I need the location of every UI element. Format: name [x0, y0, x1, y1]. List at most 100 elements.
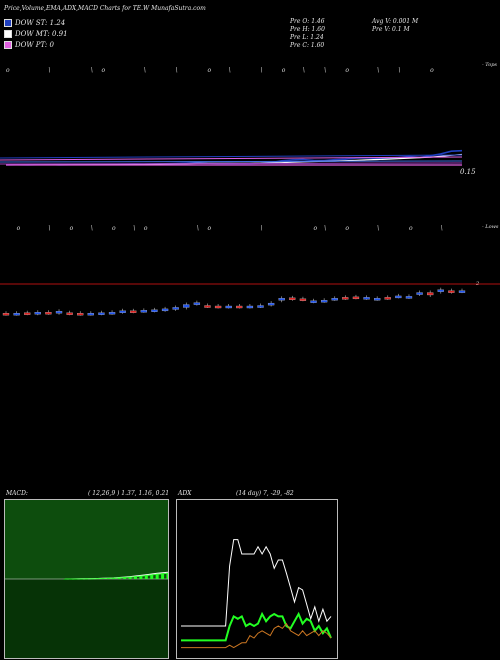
- macd-hist-bar: [123, 577, 127, 579]
- macd-hist-bar: [128, 577, 132, 579]
- candle-body: [66, 312, 73, 315]
- ema-ribbon-0: [0, 154, 463, 159]
- candle-body: [87, 313, 94, 316]
- top-marker: \: [377, 67, 379, 74]
- stat-avg-volume: Avg V: 0.001 M: [372, 18, 419, 25]
- macd-hist-bar: [161, 573, 165, 579]
- top-marker: o: [207, 67, 211, 74]
- lows-label: - Lows: [482, 224, 499, 230]
- top-marker: \: [324, 67, 326, 74]
- candle-body: [299, 298, 307, 301]
- candle-body: [267, 302, 275, 306]
- candle-body: [257, 305, 264, 308]
- top-marker: \: [176, 67, 178, 74]
- macd-params: ( 12,26,9 ) 1.37, 1.16, 0.21: [88, 490, 170, 497]
- stat-prev-volume: Pre V: 0.1 M: [372, 26, 410, 33]
- macd-hist-bar: [90, 578, 94, 580]
- macd-hist-bar: [106, 578, 110, 579]
- top-marker: \: [398, 67, 400, 74]
- candle-body: [204, 305, 211, 308]
- candle-body: [151, 309, 158, 312]
- low-marker: \: [324, 225, 326, 232]
- candle-body: [55, 311, 63, 314]
- low-marker: o: [112, 225, 116, 232]
- adx-params: (14 day) 7, -29, -82: [236, 490, 294, 497]
- top-marker: o: [282, 67, 286, 74]
- macd-hist-bar: [85, 578, 89, 580]
- macd-hist-bar: [112, 578, 116, 579]
- adx-title: ADX: [178, 490, 192, 497]
- candle-body: [278, 298, 285, 301]
- legend-dow-mt: DOW MT: 0.91: [4, 30, 68, 38]
- candle-body: [427, 292, 434, 296]
- candle-body: [214, 305, 222, 309]
- low-marker: o: [345, 225, 349, 232]
- candle-body: [98, 312, 105, 315]
- price-chart: o \ \ o \ \ o \ \ o \ \ o \ \ o o \ o \ o \ o \ o \ o \ o \ o \: [0, 67, 500, 316]
- candle-body: [342, 297, 349, 300]
- macd-title: MACD:: [6, 490, 28, 497]
- candle-body: [405, 296, 413, 299]
- candle-body: [320, 300, 328, 303]
- candle-body: [236, 305, 243, 309]
- ema-value-label: 0.15: [460, 168, 476, 176]
- candle-body: [374, 298, 381, 301]
- candle-body: [77, 313, 84, 316]
- stat-prev-low: Pre L: 1.24: [290, 34, 324, 41]
- candle-body: [448, 290, 455, 293]
- low-marker: o: [70, 225, 74, 232]
- candle-body: [45, 312, 52, 315]
- tops-label: - Tops: [482, 62, 498, 68]
- legend-label-st: DOW ST: 1.24: [15, 19, 66, 27]
- chart-title: Price,Volume,EMA,ADX,MACD Charts for TE.…: [4, 5, 206, 12]
- macd-hist-bar: [96, 578, 100, 580]
- low-marker: o: [314, 225, 318, 232]
- candle-body: [225, 305, 232, 309]
- legend-swatch-pt: [4, 41, 12, 49]
- candle-body: [119, 310, 126, 313]
- macd-hist-bar: [63, 579, 67, 580]
- adx-line-0: [181, 539, 332, 627]
- legend-label-pt: DOW PT: 0: [15, 41, 54, 49]
- macd-hist-bar: [133, 576, 137, 579]
- stat-prev-open: Pre O: 1.46: [290, 18, 325, 25]
- candle-body: [193, 302, 201, 305]
- macd-hist-bar: [101, 578, 105, 579]
- top-marker: \: [261, 67, 263, 74]
- low-marker: \: [197, 225, 199, 232]
- macd-hist-bar: [79, 578, 83, 580]
- legend-dow-st: DOW ST: 1.24: [4, 19, 65, 27]
- candle-body: [458, 290, 466, 293]
- macd-hist-bar: [68, 579, 72, 580]
- candle-body: [289, 297, 296, 300]
- top-marker: \: [91, 67, 93, 74]
- adx-line-1: [181, 611, 332, 642]
- top-marker: o: [345, 67, 349, 74]
- low-marker: o: [207, 225, 211, 232]
- stat-prev-close: Pre C: 1.60: [290, 42, 325, 49]
- macd-hist-bar: [144, 575, 148, 579]
- low-marker: \: [441, 225, 443, 232]
- candle-body: [2, 313, 10, 316]
- candle-body: [108, 312, 116, 315]
- candle-body: [352, 296, 360, 300]
- low-marker: \: [91, 225, 93, 232]
- macd-hist-bar: [117, 577, 121, 579]
- macd-upper-fill: [5, 500, 168, 579]
- candle-body: [130, 310, 137, 313]
- low-marker: \: [48, 225, 50, 232]
- adx-line-2: [181, 622, 332, 649]
- candle-body: [246, 305, 254, 309]
- stat-prev-high: Pre H: 1.60: [290, 26, 325, 33]
- candle-body: [183, 304, 190, 308]
- adx-chart: [181, 539, 332, 649]
- candle-body: [24, 312, 31, 315]
- top-marker: \: [144, 67, 146, 74]
- macd-lower-fill: [5, 579, 168, 658]
- low-marker: \: [133, 225, 135, 232]
- ema-ribbon-2: [0, 160, 463, 163]
- macd-hist-bar: [155, 574, 159, 579]
- candle-body: [140, 310, 148, 313]
- macd-panel: [4, 499, 169, 659]
- candle-body: [384, 297, 391, 300]
